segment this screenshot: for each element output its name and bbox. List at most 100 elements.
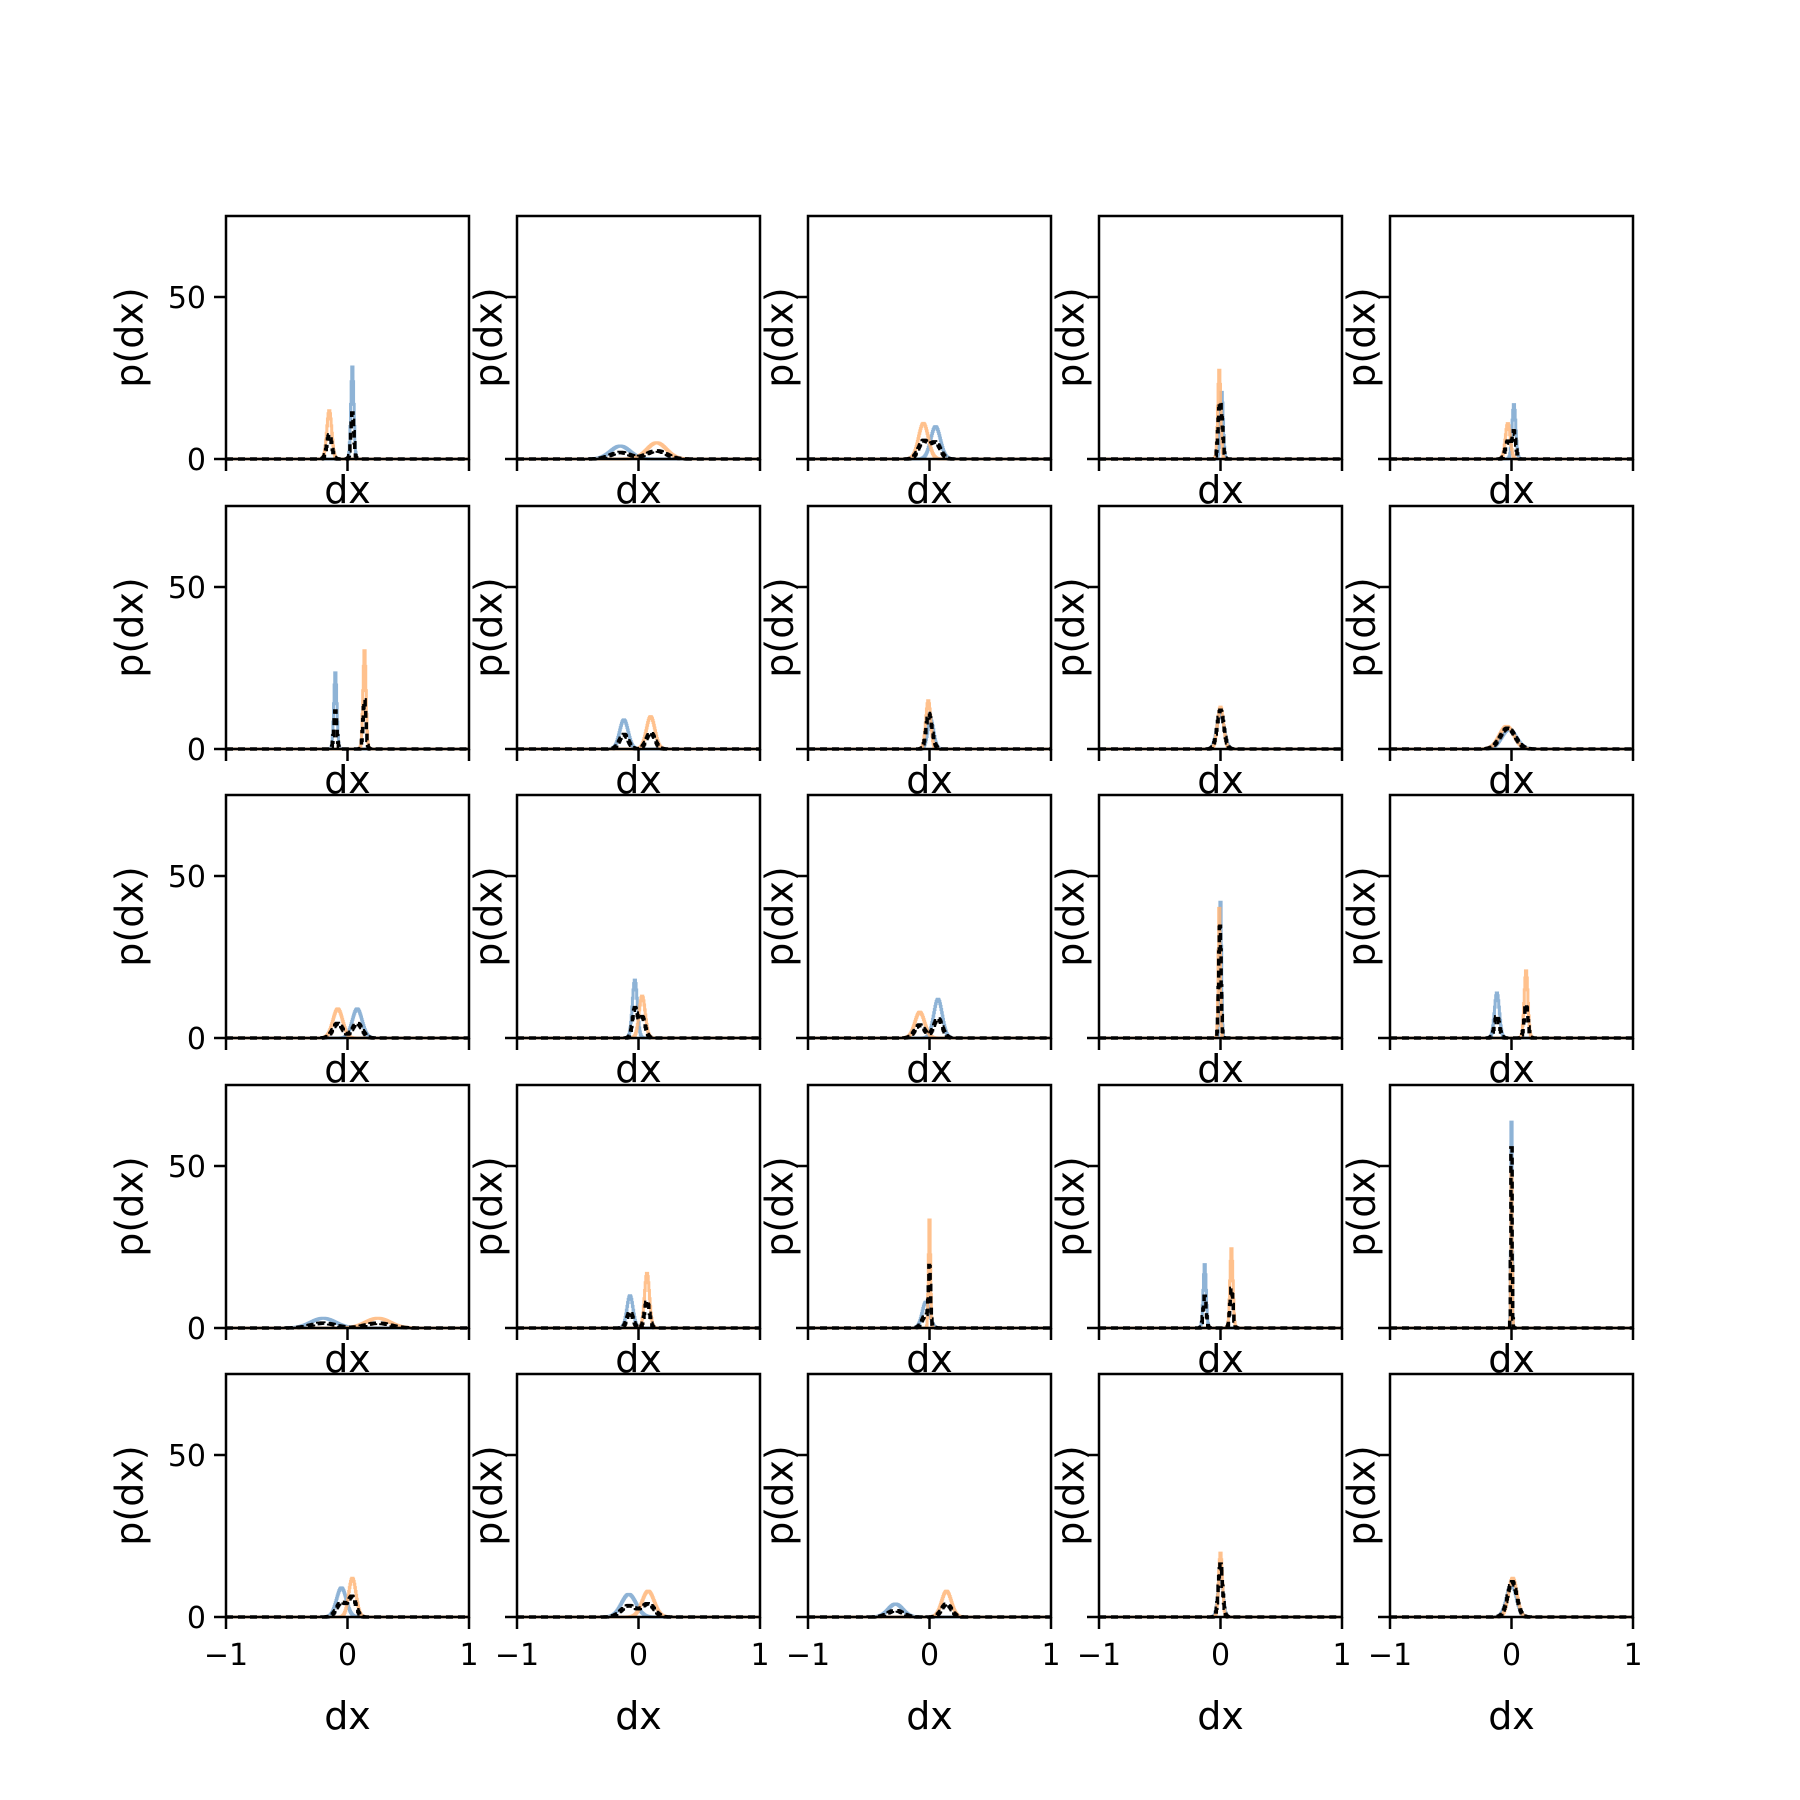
series-a-line: [517, 1294, 760, 1330]
panel-frame: [806, 214, 1053, 461]
panel-r0-c4: dx p(dx): [1340, 214, 1635, 512]
y-tick-label: 50: [168, 281, 206, 316]
panel-frame: [224, 1372, 471, 1619]
series-b-line: [1390, 969, 1633, 1040]
series-a-line: [226, 671, 469, 751]
panel-r1-c3: dxp(dx): [1049, 504, 1344, 802]
x-axis-label: dx: [1197, 1047, 1244, 1091]
mean-dashed-line: [808, 1263, 1051, 1330]
panel-frame: [1388, 504, 1635, 751]
mean-dashed-line: [1099, 1562, 1342, 1619]
x-axis-label: dx: [615, 1694, 662, 1738]
y-axis-label: p(dx): [1049, 577, 1093, 677]
y-axis-label: p(dx): [758, 1156, 802, 1256]
panel-r2-c0: 0 50 dx p(dx): [108, 793, 471, 1091]
y-tick-label: 50: [168, 860, 206, 895]
y-axis-label: p(dx): [1049, 1156, 1093, 1256]
y-axis-label: p(dx): [758, 866, 802, 966]
panel-frame: [224, 793, 471, 1040]
x-axis-label: dx: [1488, 1047, 1535, 1091]
x-tick-label: 0: [920, 1638, 939, 1673]
series-b-line: [226, 1576, 469, 1619]
panel-frame: [1388, 793, 1635, 1040]
panel-frame: [224, 1083, 471, 1330]
x-axis-label: dx: [1197, 468, 1244, 512]
series-b-line: [808, 421, 1051, 461]
x-tick-label: 0: [338, 1638, 357, 1673]
x-tick-label: 0: [1502, 1638, 1521, 1673]
panel-frame: [515, 1372, 762, 1619]
panel-r2-c3: dx p(dx): [1049, 793, 1344, 1091]
mean-dashed-line: [1390, 1002, 1633, 1040]
x-tick-label: 1: [1041, 1638, 1060, 1673]
series-b-line: [808, 1589, 1051, 1619]
panel-r3-c1: dxp(dx): [467, 1083, 762, 1381]
panel-r4-c2: −1 0 1 dx p(dx): [758, 1372, 1061, 1738]
panel-frame: [1097, 1083, 1344, 1330]
panel-frame: [806, 793, 1053, 1040]
x-tick-label: 1: [459, 1638, 478, 1673]
y-axis-label: p(dx): [1340, 287, 1384, 387]
panel-frame: [515, 504, 762, 751]
y-tick-label: 50: [168, 571, 206, 606]
mean-dashed-line: [808, 711, 1051, 751]
mean-dashed-line: [808, 1602, 1051, 1619]
panel-frame: [224, 504, 471, 751]
y-axis-label: p(dx): [1340, 1156, 1384, 1256]
series-a-line: [226, 365, 469, 461]
x-axis-label: dx: [1488, 1694, 1535, 1738]
mean-dashed-line: [226, 698, 469, 751]
y-tick-label: 0: [187, 443, 206, 478]
x-tick-label: 0: [629, 1638, 648, 1673]
x-tick-label: −1: [786, 1638, 830, 1673]
mean-dashed-line: [1099, 1286, 1342, 1330]
x-axis-label: dx: [615, 468, 662, 512]
x-axis-label: dx: [615, 1047, 662, 1091]
mean-dashed-line: [1390, 1146, 1633, 1330]
mean-dashed-line: [1099, 708, 1342, 751]
panel-r2-c1: dx p(dx): [467, 793, 762, 1091]
y-axis-label: p(dx): [467, 287, 511, 387]
y-axis-label: p(dx): [467, 577, 511, 677]
x-tick-label: 1: [1332, 1638, 1351, 1673]
mean-dashed-line: [1390, 726, 1633, 751]
x-axis-label: dx: [906, 1694, 953, 1738]
series-a-line: [1099, 1573, 1342, 1619]
mean-dashed-line: [517, 1298, 760, 1330]
panel-r2-c2: dx p(dx): [758, 793, 1053, 1091]
panel-r4-c4: −1 0 1 dx p(dx): [1340, 1372, 1643, 1738]
y-axis-label: p(dx): [1049, 866, 1093, 966]
panel-r4-c1: −1 0 1 dx p(dx): [467, 1372, 770, 1738]
y-axis-label: p(dx): [108, 577, 152, 677]
x-axis-label: dx: [1197, 1694, 1244, 1738]
panel-r0-c3: dx p(dx): [1049, 214, 1344, 512]
x-axis-label: dx: [906, 1047, 953, 1091]
panel-r3-c3: dxp(dx): [1049, 1083, 1344, 1381]
panel-r0-c1: dx p(dx): [467, 214, 762, 512]
y-tick-label: 0: [187, 1601, 206, 1636]
y-tick-label: 0: [187, 1022, 206, 1057]
panel-r0-c0: 0 50 dx p(dx): [108, 214, 471, 512]
x-axis-label: dx: [906, 468, 953, 512]
y-axis-label: p(dx): [758, 577, 802, 677]
x-axis-label: dx: [324, 1047, 371, 1091]
series-a-line: [517, 718, 760, 751]
y-axis-label: p(dx): [108, 1156, 152, 1256]
series-a-line: [1099, 1263, 1342, 1330]
x-tick-label: −1: [495, 1638, 539, 1673]
series-b-line: [517, 1271, 760, 1330]
y-axis-label: p(dx): [108, 866, 152, 966]
panel-frame: [515, 214, 762, 461]
x-tick-label: 1: [1623, 1638, 1642, 1673]
series-b-line: [517, 715, 760, 751]
series-b-line: [1390, 1576, 1633, 1619]
series-a-line: [1390, 991, 1633, 1040]
y-axis-label: p(dx): [758, 287, 802, 387]
series-a-line: [1390, 1583, 1633, 1619]
y-axis-label: p(dx): [758, 1445, 802, 1545]
panel-r3-c2: dxp(dx): [758, 1083, 1053, 1381]
